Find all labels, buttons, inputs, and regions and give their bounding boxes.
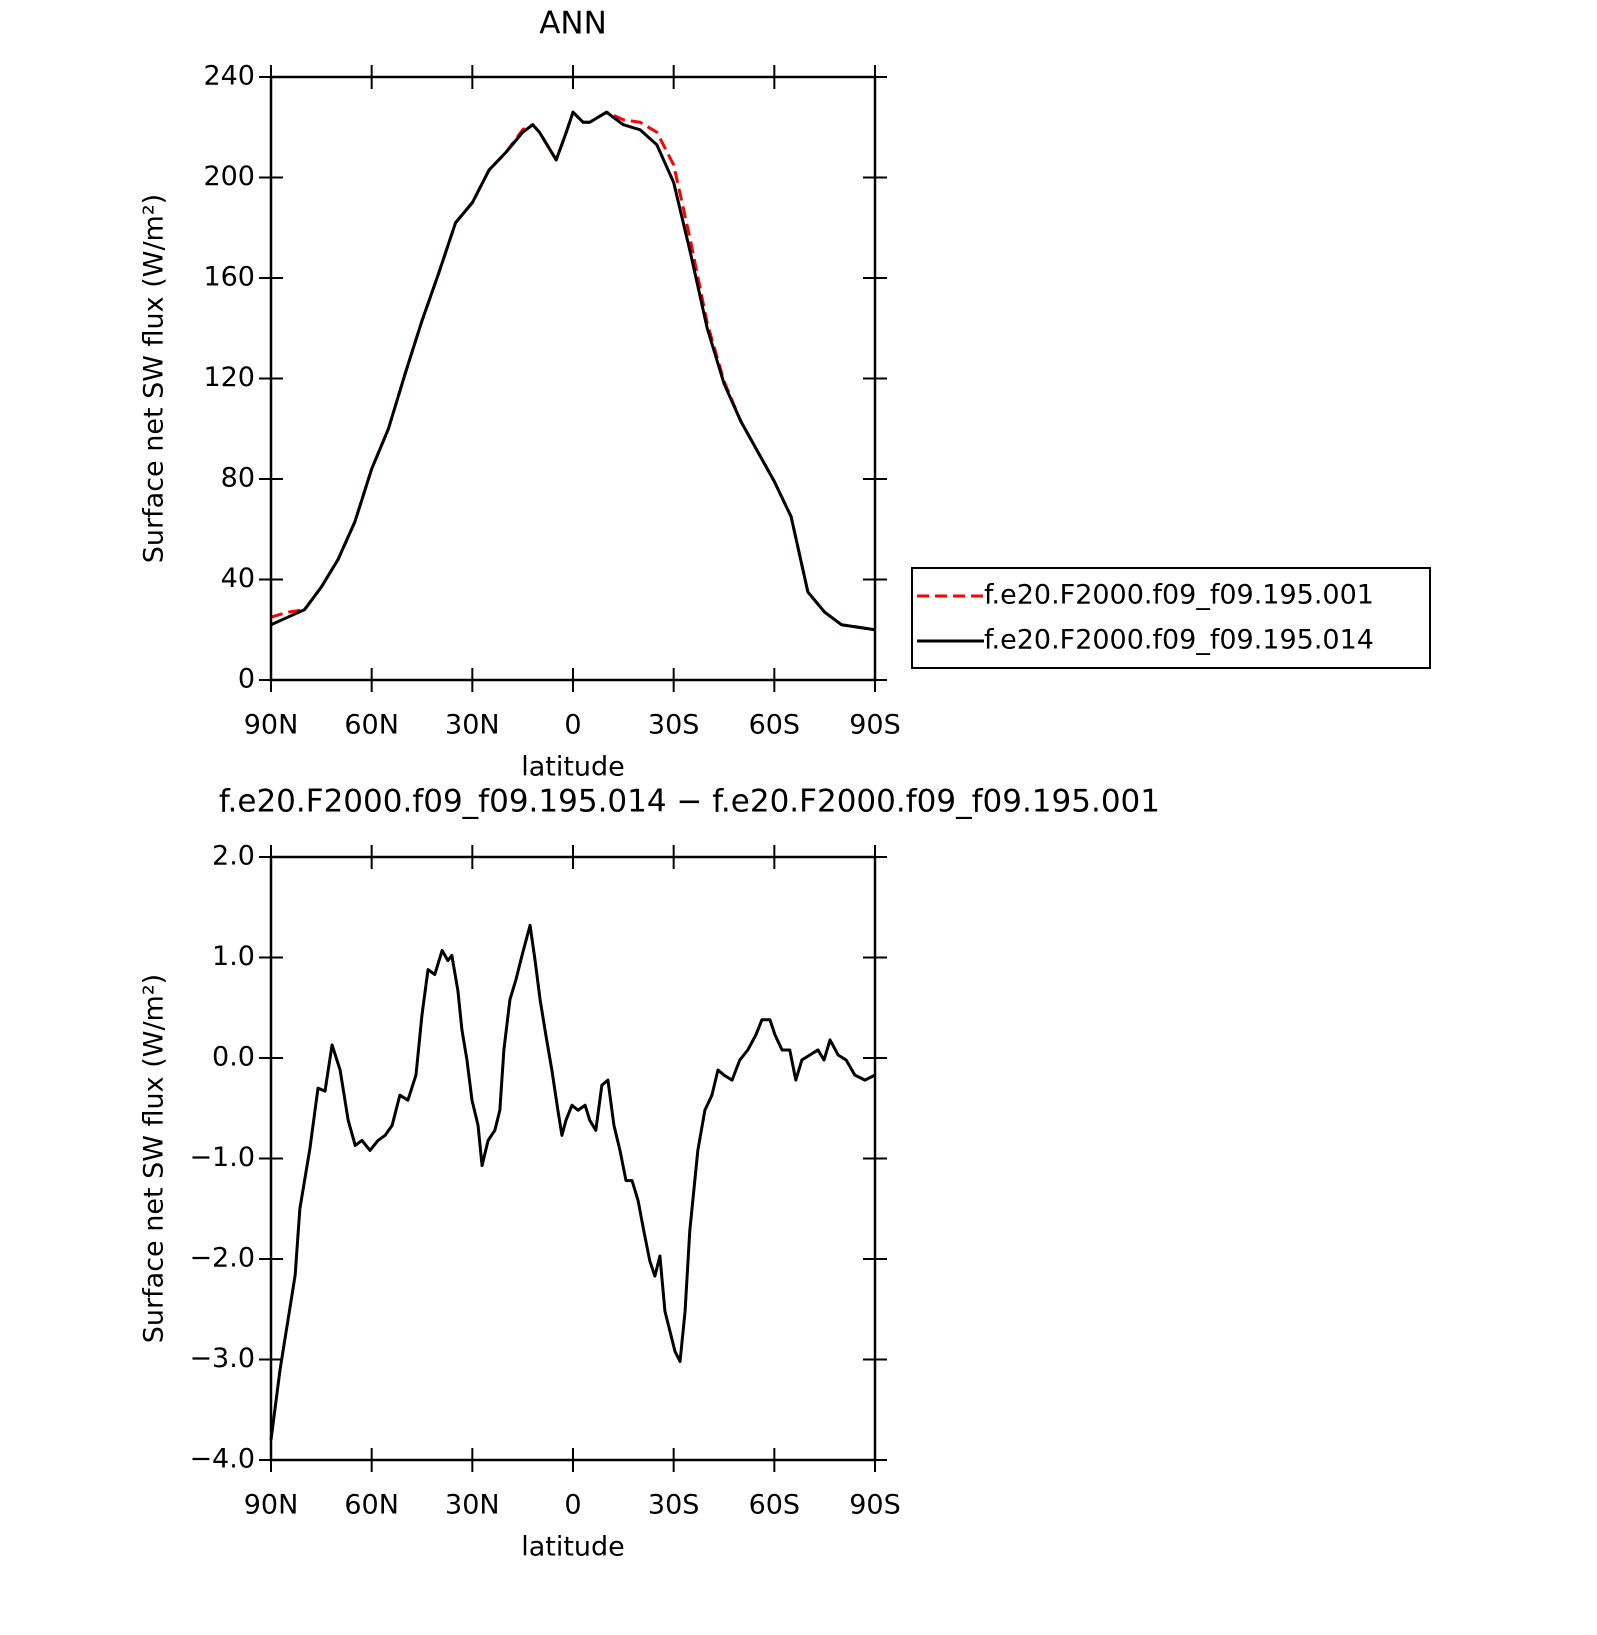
x-tick-label: 30S <box>648 710 700 741</box>
y-tick-label: 0.0 <box>212 1042 255 1073</box>
chart-title: f.e20.F2000.f09_f09.195.014 − f.e20.F200… <box>219 784 1160 820</box>
x-tick-label: 0 <box>564 1490 581 1521</box>
chart-title: ANN <box>539 6 607 42</box>
legend-label: f.e20.F2000.f09_f09.195.014 <box>984 625 1374 656</box>
y-tick-label: −1.0 <box>189 1142 255 1173</box>
y-tick-label: 40 <box>221 563 255 594</box>
y-tick-label: −4.0 <box>189 1444 255 1475</box>
y-axis-label: Surface net SW flux (W/m²) <box>139 194 170 563</box>
y-axis-label: Surface net SW flux (W/m²) <box>139 974 170 1343</box>
x-tick-label: 30N <box>445 710 500 741</box>
x-tick-label: 30N <box>445 1490 500 1521</box>
y-tick-label: 0 <box>238 664 255 695</box>
legend-label: f.e20.F2000.f09_f09.195.001 <box>984 580 1374 611</box>
data-line <box>270 110 876 632</box>
data-line <box>270 110 876 632</box>
x-tick-label: 60S <box>749 710 801 741</box>
y-tick-label: 200 <box>203 161 255 192</box>
x-tick-label: 60N <box>344 710 399 741</box>
x-axis-label: latitude <box>521 1532 625 1563</box>
x-tick-label: 30S <box>648 1490 700 1521</box>
legend-box <box>911 567 1431 669</box>
y-tick-label: 120 <box>203 362 255 393</box>
y-tick-label: −2.0 <box>189 1243 255 1274</box>
data-line <box>269 923 876 1441</box>
x-tick-label: 60S <box>749 1490 801 1521</box>
x-tick-label: 60N <box>344 1490 399 1521</box>
y-tick-label: −3.0 <box>189 1343 255 1374</box>
y-tick-label: 2.0 <box>212 841 255 872</box>
y-tick-label: 160 <box>203 262 255 293</box>
plot-frame <box>269 855 877 1462</box>
x-tick-label: 90S <box>849 710 901 741</box>
x-tick-label: 90S <box>849 1490 901 1521</box>
x-tick-label: 90N <box>244 710 299 741</box>
x-tick-label: 0 <box>564 710 581 741</box>
x-axis-label: latitude <box>521 752 625 783</box>
y-tick-label: 1.0 <box>212 941 255 972</box>
y-tick-label: 240 <box>203 61 255 92</box>
y-tick-label: 80 <box>221 463 255 494</box>
plot-frame <box>269 75 877 682</box>
x-tick-label: 90N <box>244 1490 299 1521</box>
